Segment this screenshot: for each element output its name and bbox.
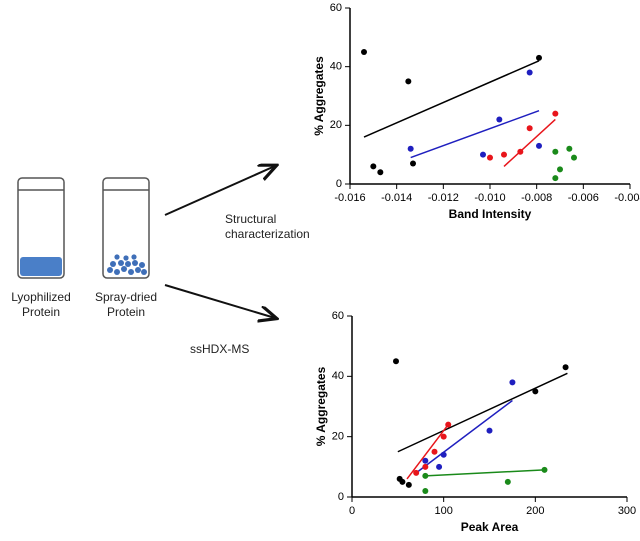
x-tick-label: -0.014 (381, 192, 412, 204)
data-point (526, 69, 533, 76)
y-tick-label: 0 (338, 491, 344, 503)
data-point (557, 166, 563, 173)
data-point (487, 154, 493, 161)
x-tick-label: -0.008 (521, 192, 552, 204)
data-point (370, 163, 377, 170)
trend-line (363, 60, 540, 138)
data-point (422, 487, 429, 494)
trend-line (406, 424, 449, 480)
trend-line (425, 469, 545, 477)
data-point (566, 145, 573, 152)
data-point (405, 78, 412, 85)
data-point (440, 433, 447, 440)
y-tick-label: 40 (332, 370, 344, 382)
data-point (377, 169, 384, 176)
arrow (164, 166, 275, 216)
data-point (526, 125, 533, 132)
y-tick-label: 0 (336, 178, 342, 190)
trend-line (503, 118, 556, 167)
data-point (422, 463, 429, 470)
data-point (393, 358, 399, 365)
x-axis-title: Peak Area (461, 520, 519, 534)
data-point (536, 54, 542, 61)
y-tick-label: 60 (330, 2, 342, 14)
y-axis-title: % Aggregates (312, 56, 326, 136)
arrow (164, 284, 275, 318)
trend-line (415, 399, 513, 474)
data-point (445, 421, 452, 428)
y-tick-label: 40 (330, 61, 342, 73)
data-point (486, 427, 493, 434)
data-point (571, 154, 577, 161)
vial-label: Lyophilized Protein (11, 290, 71, 319)
data-point (399, 478, 406, 485)
data-point (407, 145, 414, 152)
vial-lyophilized (17, 177, 65, 279)
data-point (501, 151, 507, 158)
data-point (422, 472, 429, 479)
x-tick-label: -0.006 (568, 192, 599, 204)
data-point (536, 142, 542, 149)
data-point (440, 451, 447, 458)
x-tick-label: 300 (618, 505, 636, 517)
vial-spray-dried (102, 177, 150, 279)
method-label: ssHDX-MS (190, 342, 250, 356)
x-tick-label: 200 (526, 505, 544, 517)
data-point (480, 151, 486, 158)
y-tick-label: 20 (332, 431, 344, 443)
y-tick-label: 20 (330, 119, 342, 131)
data-point (532, 388, 539, 395)
x-tick-label: -0.012 (428, 192, 459, 204)
data-point (552, 110, 559, 117)
x-tick-label: 100 (434, 505, 452, 517)
x-tick-label: -0.016 (334, 192, 365, 204)
x-tick-label: -0.010 (474, 192, 505, 204)
data-point (405, 481, 412, 488)
x-axis-title: Band Intensity (449, 207, 532, 221)
data-point (562, 364, 569, 371)
data-point (504, 478, 511, 485)
data-point (431, 448, 438, 455)
data-point (422, 457, 429, 464)
data-point (517, 148, 524, 155)
trend-line (410, 109, 540, 159)
x-tick-label: -0.004 (614, 192, 640, 204)
y-axis-title: % Aggregates (314, 366, 328, 446)
y-tick-label: 60 (332, 310, 344, 322)
data-point (509, 379, 516, 386)
data-point (410, 160, 416, 167)
x-tick-label: 0 (349, 505, 355, 517)
data-point (413, 469, 420, 476)
data-point (541, 466, 548, 473)
data-point (361, 49, 367, 55)
trend-line (397, 372, 568, 453)
data-point (552, 175, 559, 182)
data-point (436, 463, 443, 470)
data-point (496, 116, 503, 123)
vial-label: Spray-dried Protein (94, 290, 158, 319)
data-point (552, 148, 559, 155)
method-label: Structural characterization (225, 212, 310, 241)
